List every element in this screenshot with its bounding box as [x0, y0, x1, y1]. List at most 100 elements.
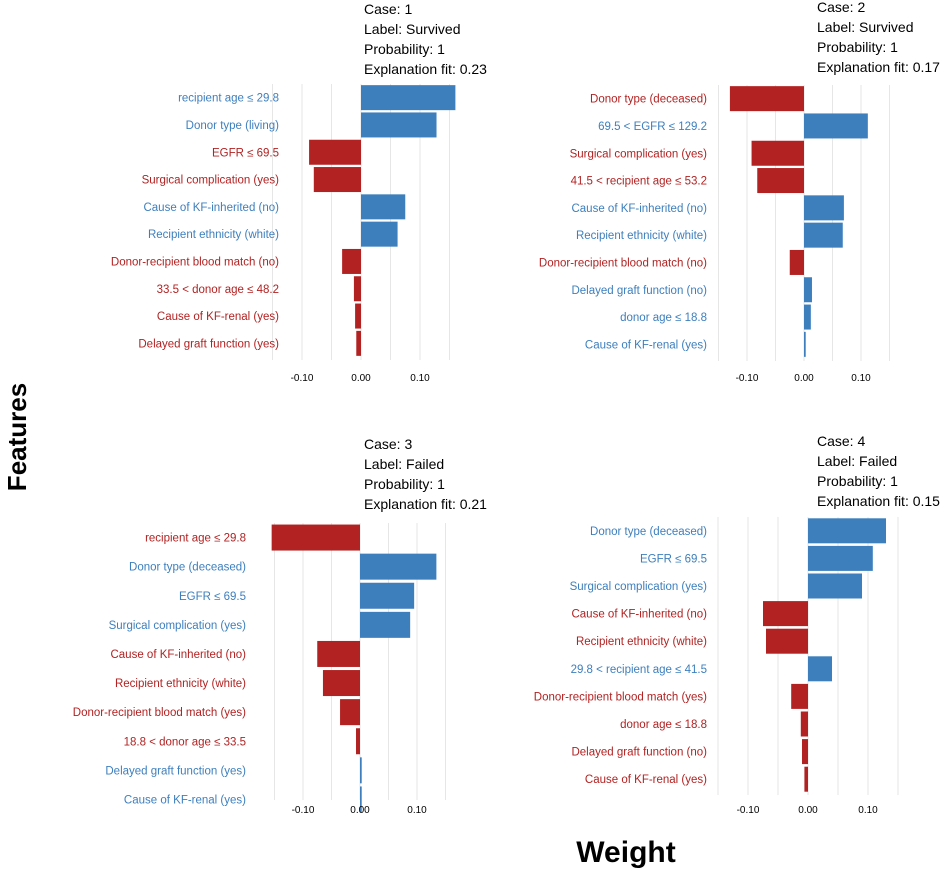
case-info-line: Explanation fit: 0.17: [817, 59, 940, 75]
feature-label: Donor-recipient blood match (no): [111, 256, 279, 268]
feature-label: Delayed graft function (no): [571, 285, 707, 297]
feature-label: Donor type (deceased): [590, 94, 707, 106]
bar: [360, 582, 415, 609]
feature-label: Donor type (deceased): [590, 526, 707, 538]
x-tick-label: 0.10: [858, 805, 878, 816]
case-info-line: Probability: 1: [817, 39, 898, 55]
case-info-line: Case: 4: [817, 433, 865, 449]
bar: [322, 670, 360, 697]
bar: [757, 168, 804, 194]
bar: [751, 140, 804, 166]
x-tick-label: 0.00: [798, 805, 818, 816]
case-info-line: Case: 2: [817, 0, 865, 15]
bar: [804, 113, 868, 139]
bar: [763, 601, 808, 627]
case-info-line: Explanation fit: 0.21: [364, 496, 487, 512]
feature-label: EGFR ≤ 69.5: [640, 553, 707, 565]
bar: [804, 304, 811, 330]
bar: [356, 728, 360, 755]
bar: [804, 277, 812, 303]
feature-label: Recipient ethnicity (white): [576, 230, 707, 242]
x-tick-label: -0.10: [737, 805, 760, 816]
bar: [342, 248, 361, 274]
bar: [340, 699, 360, 726]
feature-label: Cause of KF-inherited (no): [143, 202, 279, 214]
x-tick-label: -0.10: [292, 805, 315, 816]
bar: [313, 167, 361, 193]
bar: [360, 553, 437, 580]
feature-label: recipient age ≤ 29.8: [145, 533, 246, 545]
x-tick-label: 0.00: [351, 373, 371, 384]
bar: [356, 330, 361, 356]
case-info-line: Probability: 1: [364, 476, 445, 492]
feature-label: Donor-recipient blood match (yes): [534, 691, 707, 703]
case-info-line: Label: Survived: [364, 21, 461, 37]
feature-label: 33.5 < donor age ≤ 48.2: [157, 284, 279, 296]
feature-label: Cause of KF-inherited (no): [571, 609, 707, 621]
x-axis-title: Weight: [576, 836, 675, 869]
lime-panel-case-2: Case: 2 Label: Survived Probability: 1 Expl…: [539, 0, 940, 384]
bar: [789, 249, 804, 275]
case-info-line: Case: 1: [364, 1, 412, 17]
bar: [808, 545, 873, 571]
case-info-line: Label: Failed: [817, 453, 897, 469]
x-tick-label: 0.10: [410, 373, 430, 384]
feature-label: Donor type (living): [186, 120, 279, 132]
feature-label: 41.5 < recipient age ≤ 53.2: [571, 176, 707, 188]
feature-label: Cause of KF-inherited (no): [110, 649, 246, 661]
feature-label: Donor-recipient blood match (yes): [73, 707, 246, 719]
bar: [360, 611, 411, 638]
bar: [355, 303, 361, 329]
feature-label: 18.8 < donor age ≤ 33.5: [124, 736, 246, 748]
feature-label: Cause of KF-renal (yes): [585, 339, 707, 351]
bar: [808, 656, 832, 682]
feature-label: Cause of KF-renal (yes): [585, 774, 707, 786]
bar: [361, 112, 437, 138]
feature-label: EGFR ≤ 69.5: [179, 591, 246, 603]
bar: [766, 628, 808, 654]
bar: [309, 139, 361, 165]
feature-label: Donor type (deceased): [129, 562, 246, 574]
case-info-line: Explanation fit: 0.23: [364, 61, 487, 77]
feature-label: Surgical complication (yes): [570, 148, 708, 160]
bar: [791, 683, 808, 709]
bar: [361, 85, 456, 111]
bar: [317, 640, 360, 667]
feature-label: donor age ≤ 18.8: [620, 312, 707, 324]
feature-label: Cause of KF-inherited (no): [571, 203, 707, 215]
feature-label: Surgical complication (yes): [109, 620, 247, 632]
bar: [271, 524, 360, 551]
y-axis-title: Features: [2, 383, 32, 491]
case-info-line: Explanation fit: 0.15: [817, 493, 940, 509]
feature-label: recipient age ≤ 29.8: [178, 93, 279, 105]
bar: [804, 222, 843, 248]
feature-label: 69.5 < EGFR ≤ 129.2: [598, 121, 707, 133]
lime-panel-case-1: Case: 1 Label: Survived Probability: 1 Expl…: [111, 1, 487, 384]
case-info-line: Probability: 1: [817, 473, 898, 489]
x-tick-label: 0.10: [407, 805, 427, 816]
bar: [360, 757, 362, 784]
case-info-line: Case: 3: [364, 436, 412, 452]
feature-label: Cause of KF-renal (yes): [124, 794, 246, 806]
case-info-line: Label: Survived: [817, 19, 914, 35]
bar: [361, 194, 406, 220]
feature-label: Surgical complication (yes): [142, 175, 280, 187]
feature-label: Delayed graft function (yes): [105, 765, 246, 777]
feature-label: Recipient ethnicity (white): [115, 678, 246, 690]
feature-label: Donor-recipient blood match (no): [539, 257, 707, 269]
lime-panel-case-3: Case: 3 Label: Failed Probability: 1 Explan…: [73, 436, 487, 816]
feature-label: Delayed graft function (no): [571, 747, 707, 759]
lime-panel-case-4: Case: 4 Label: Failed Probability: 1 Explan…: [534, 433, 940, 816]
x-tick-label: -0.10: [291, 373, 314, 384]
x-tick-label: 0.10: [851, 373, 871, 384]
bar: [729, 86, 804, 112]
x-tick-label: -0.10: [736, 373, 759, 384]
case-info-line: Label: Failed: [364, 456, 444, 472]
bar: [802, 739, 808, 765]
feature-label: Cause of KF-renal (yes): [157, 311, 279, 323]
bar: [361, 221, 398, 247]
feature-label: Recipient ethnicity (white): [148, 229, 279, 241]
feature-label: EGFR ≤ 69.5: [212, 147, 279, 159]
feature-label: Delayed graft function (yes): [138, 338, 279, 350]
